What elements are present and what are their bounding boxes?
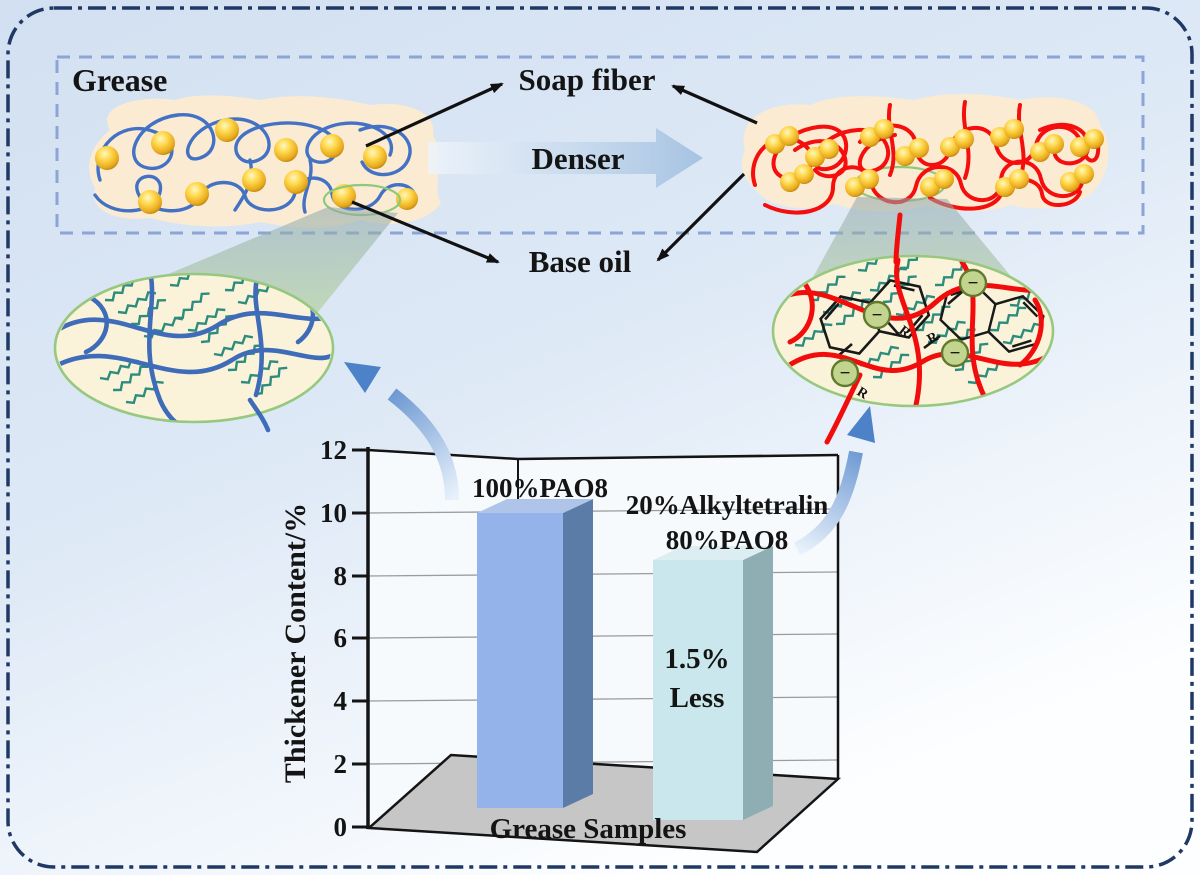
bar2-label-line1: 20%Alkyltetralin (626, 490, 829, 520)
fiber-exit (247, 397, 271, 433)
bar1-label: 100%PAO8 (472, 473, 608, 503)
anion-charge: − (950, 343, 961, 364)
y-tick-label: 6 (334, 623, 348, 653)
base-oil-arrow-left (351, 200, 500, 264)
y-axis: 12 10 8 6 4 2 0 Thickener Content/% (279, 435, 370, 842)
anion-charge: − (872, 305, 883, 326)
fiber-exit (824, 372, 863, 445)
base-oil-arrow-right (656, 172, 746, 262)
bar-alkyltetralin (653, 546, 773, 820)
base-oil-label: Base oil (529, 244, 632, 279)
y-tick-label: 10 (320, 498, 347, 528)
zoom-arrow-right (793, 450, 863, 556)
y-tick-label: 8 (334, 561, 348, 591)
left-grease-network (89, 95, 442, 228)
anion-charge: − (968, 273, 979, 294)
y-tick-label: 0 (334, 812, 348, 842)
zoom-fibers-red (775, 257, 1051, 405)
zoom-arrow-right-head (847, 406, 875, 443)
soap-fiber-label: Soap fiber (519, 62, 656, 97)
zoom-view-left (53, 272, 335, 433)
annotation-line2: Less (670, 682, 725, 714)
y-tick-label: 12 (320, 435, 347, 465)
zoom-fibers-blue (57, 275, 331, 421)
y-axis-title: Thickener Content/% (279, 503, 312, 783)
bar-pao8 (477, 499, 593, 808)
tetralin-molecules (814, 271, 1049, 363)
soap-fiber-arrow-left (365, 82, 504, 148)
outer-dashdot-border (6, 6, 1194, 869)
anion-icons: − − − − (830, 268, 988, 388)
y-tick-label: 4 (334, 686, 348, 716)
right-grease-network (741, 93, 1109, 215)
soap-fiber-arrow-right (671, 84, 758, 125)
grease-label: Grease (72, 62, 167, 98)
grease-panel-border (55, 55, 1145, 235)
anion-charge: − (840, 363, 851, 384)
x-axis-title: Grease Samples (490, 813, 687, 845)
annotation-arrows (351, 82, 758, 264)
zoom-arrow-left (387, 388, 459, 501)
denser-label: Denser (532, 141, 625, 176)
bar2-label-line2: 80%PAO8 (666, 525, 789, 555)
annotation-line1: 1.5% (664, 643, 729, 675)
denser-arrow (428, 128, 703, 188)
zoom-view-right: − − − − R R R (771, 212, 1055, 445)
thickener-content-chart: 12 10 8 6 4 2 0 Thickener Content/% 100%… (279, 435, 842, 854)
zoom-pointer-arrows (344, 362, 875, 556)
zoom-arrow-left-head (344, 362, 381, 393)
y-tick-label: 2 (334, 749, 348, 779)
thickener-spheres (95, 118, 418, 214)
